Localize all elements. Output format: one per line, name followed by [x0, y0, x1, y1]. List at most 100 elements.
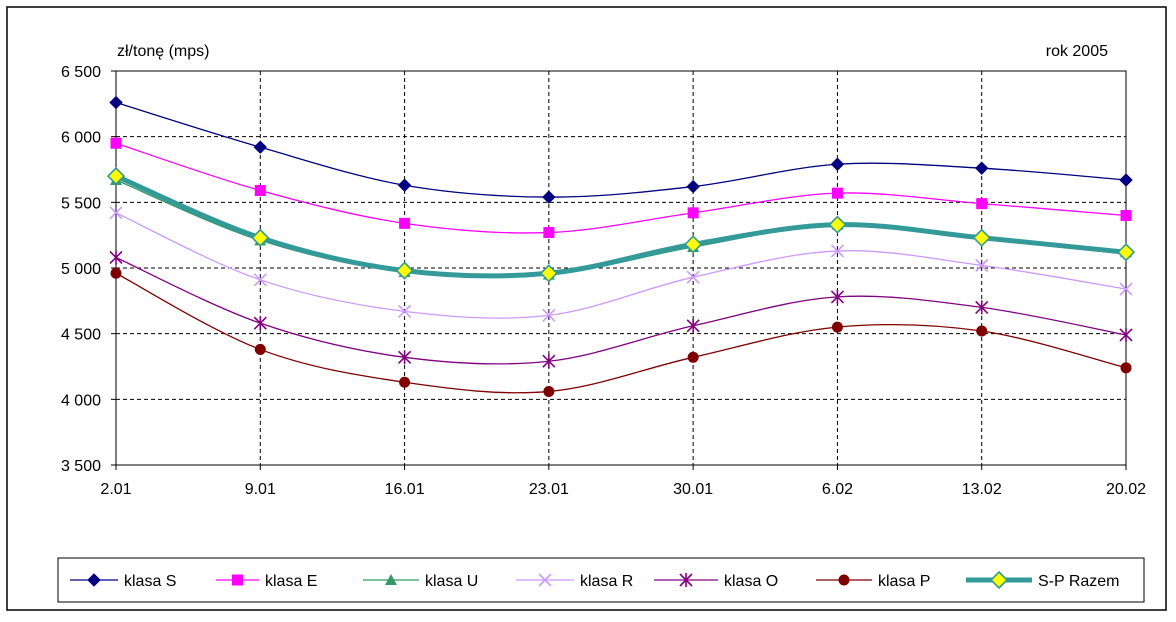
data-point — [543, 227, 555, 239]
data-point — [828, 215, 847, 234]
legend-entry: klasa U — [363, 573, 478, 590]
series-6 — [110, 267, 1132, 397]
x-tick-label: 6.02 — [822, 481, 853, 498]
x-tick-label: 20.02 — [1106, 481, 1146, 498]
legend-label: S-P Razem — [1038, 573, 1120, 590]
y-axis: 3 500 4 000 4 500 5 000 5 500 6 000 6 500 — [61, 64, 116, 475]
x-tick-label: 9.01 — [245, 481, 276, 498]
year-annotation: rok 2005 — [1046, 43, 1108, 60]
data-point — [687, 351, 699, 363]
data-point — [684, 235, 703, 254]
data-point — [253, 316, 267, 331]
data-point — [399, 217, 411, 229]
data-point — [251, 228, 270, 247]
legend-marker — [838, 574, 850, 586]
data-point — [975, 300, 989, 315]
data-point — [254, 185, 266, 197]
data-point — [686, 270, 700, 284]
data-point — [975, 258, 989, 272]
legend-marker — [679, 573, 693, 587]
legend-entry: klasa R — [516, 573, 633, 590]
x-tick-label: 2.01 — [100, 481, 131, 498]
data-point — [686, 179, 700, 194]
y-tick-label: 5 000 — [61, 261, 101, 278]
data-point — [253, 140, 267, 154]
data-point — [109, 95, 123, 110]
legend-label: klasa O — [724, 573, 778, 590]
data-point — [106, 166, 126, 186]
legend-label: klasa U — [425, 573, 478, 590]
data-point — [542, 190, 556, 204]
data-point — [831, 321, 843, 333]
data-point — [1119, 173, 1133, 187]
data-point — [109, 250, 123, 265]
data-point — [830, 244, 844, 258]
legend-entry: S-P Razem — [966, 570, 1120, 590]
data-point — [1119, 282, 1133, 296]
series-7 — [106, 166, 1136, 283]
data-point — [976, 198, 988, 210]
series-1 — [109, 95, 1133, 204]
data-point — [972, 228, 991, 247]
legend-label: klasa S — [124, 573, 176, 590]
data-point — [1116, 243, 1136, 262]
data-point — [831, 187, 843, 199]
gridlines — [116, 71, 1126, 465]
legend-marker — [385, 574, 397, 585]
data-point — [109, 206, 123, 220]
legend-marker — [232, 574, 243, 586]
series-2 — [110, 137, 1132, 239]
data-point — [975, 161, 989, 175]
x-axis: 2.01 9.01 16.01 23.01 30.01 6.02 13.02 20.02 — [100, 465, 1146, 498]
legend-entry: klasa P — [816, 573, 930, 590]
data-point — [830, 157, 845, 171]
series-line — [115, 212, 1127, 319]
y-tick-label: 4 500 — [61, 327, 101, 344]
data-point — [976, 325, 988, 337]
data-point — [687, 207, 699, 219]
data-point — [399, 376, 411, 388]
series-4 — [109, 206, 1133, 322]
legend-entry: klasa S — [70, 573, 176, 590]
legend-entry: klasa O — [654, 573, 778, 590]
data-point — [398, 304, 412, 318]
legend-entry: klasa E — [216, 573, 317, 590]
x-tick-label: 13.02 — [962, 481, 1002, 498]
legend-label: klasa E — [265, 573, 317, 590]
data-point — [110, 137, 122, 149]
legend-label: klasa P — [878, 573, 930, 590]
data-point — [542, 308, 556, 322]
y-tick-label: 4 000 — [61, 392, 101, 409]
data-point — [1120, 209, 1132, 221]
data-point — [542, 354, 556, 369]
series-line — [115, 256, 1127, 365]
data-point — [686, 318, 700, 333]
x-tick-label: 16.01 — [385, 481, 425, 498]
series-5 — [109, 250, 1133, 369]
series-line — [115, 101, 1127, 198]
data-point — [1120, 362, 1132, 374]
x-tick-label: 30.01 — [673, 481, 713, 498]
y-tick-label: 6 000 — [61, 130, 101, 147]
legend-marker — [87, 573, 101, 587]
data-point — [398, 350, 412, 365]
data-point — [1119, 327, 1133, 342]
y-tick-label: 5 500 — [61, 195, 101, 212]
legend-label: klasa R — [580, 573, 633, 590]
x-tick-label: 23.01 — [529, 481, 569, 498]
data-point — [110, 267, 122, 279]
data-point — [253, 273, 267, 287]
series-line — [115, 272, 1127, 394]
y-axis-unit-label: zł/tonę (mps) — [117, 43, 209, 60]
data-point — [397, 178, 412, 192]
data-point — [539, 264, 558, 283]
series-line — [115, 173, 1127, 279]
y-tick-label: 3 500 — [61, 458, 101, 475]
data-point — [395, 261, 414, 280]
data-point — [254, 343, 266, 355]
legend-marker — [989, 570, 1009, 590]
legend-marker — [538, 573, 552, 587]
legend: klasa S klasa E klasa U klasa R klasa O klasa… — [70, 570, 1120, 590]
